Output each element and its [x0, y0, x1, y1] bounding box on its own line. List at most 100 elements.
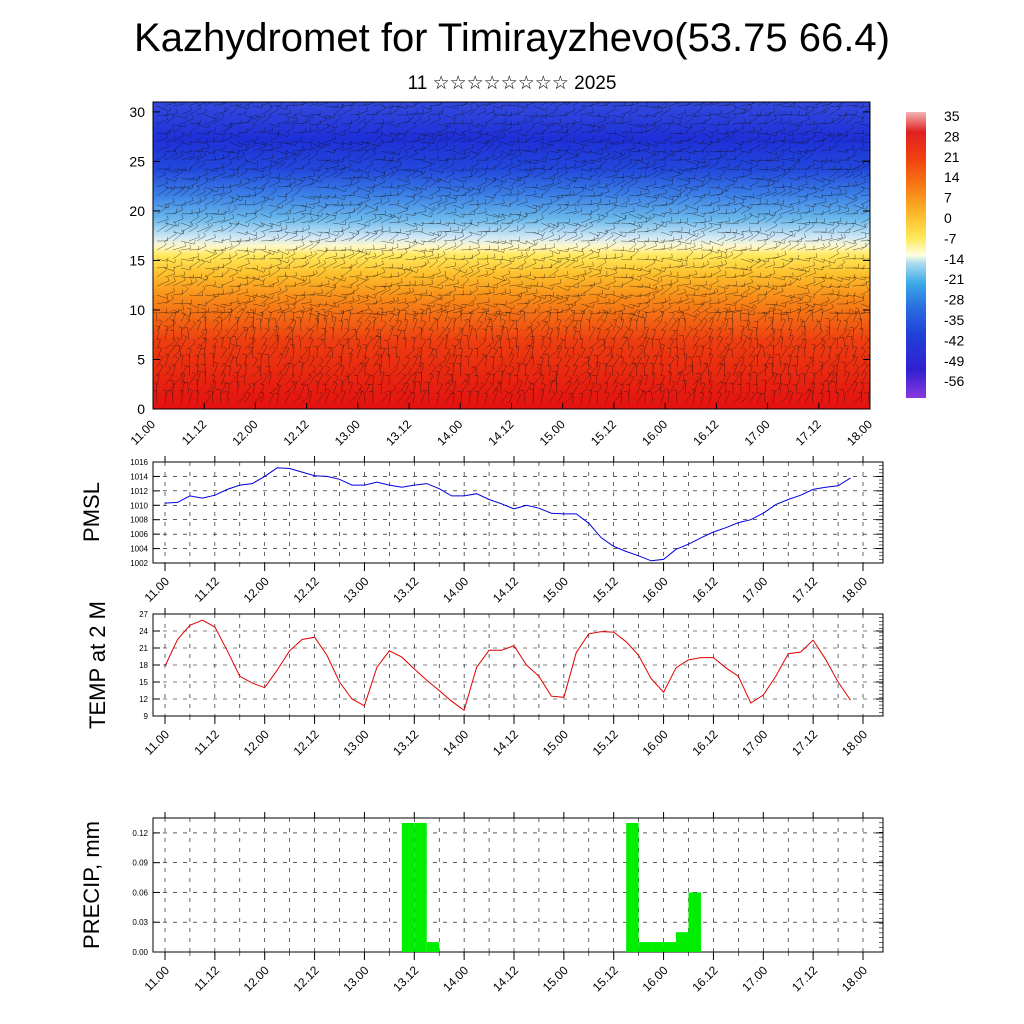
temp-x-tick-label: 17.12	[789, 727, 820, 758]
precip-bar	[676, 932, 689, 952]
pmsl-x-tick-label: 14.12	[490, 574, 521, 605]
pmsl-x-tick-label: 16.00	[640, 574, 671, 605]
pmsl-x-tick-label: 11.00	[142, 574, 173, 605]
colorbar-labels: 35 28 21 14 7 0 -7 -14 -21 -28 -35 -42 -49 -56	[944, 108, 964, 389]
heatmap-y-tick-label: 15	[129, 252, 145, 268]
precip-x-tick-label: 17.12	[789, 963, 820, 994]
temp-x-tick-label: 18.00	[839, 727, 870, 758]
heatmap-field	[153, 102, 870, 409]
precip-bars	[401, 822, 701, 952]
colorbar-label: -35	[944, 312, 964, 328]
precip-x-tick-label: 18.00	[839, 963, 870, 994]
heatmap-x-tick-label: 15.12	[588, 417, 619, 448]
pmsl-y-tick-label: 1004	[130, 545, 148, 554]
precip-x-tick-label: 13.12	[390, 963, 421, 994]
pmsl-x-tick-label: 15.12	[590, 574, 621, 605]
heatmap-y-tick-label: 20	[129, 203, 145, 219]
pmsl-x-tick-label: 13.12	[390, 574, 421, 605]
precip-x-tick-label: 15.00	[540, 963, 571, 994]
colorbar-label: -7	[944, 230, 957, 246]
temp-x-tick-label: 12.00	[241, 727, 272, 758]
precip-x-tick-label: 13.00	[340, 963, 371, 994]
temp-x-tick-label: 14.00	[440, 727, 471, 758]
temp-x-tick-label: 15.00	[540, 727, 571, 758]
pmsl-grid	[153, 461, 883, 564]
temp-y-tick-label: 21	[139, 644, 148, 653]
pmsl-y-tick-label: 1016	[130, 458, 148, 467]
wind-barbs	[153, 102, 870, 404]
pmsl-x-tick-label: 17.12	[789, 574, 820, 605]
temp-y-tick-label: 12	[139, 695, 148, 704]
colorbar-label: 35	[944, 108, 960, 124]
pmsl-x-tick-label: 11.12	[191, 574, 222, 605]
precip-bar	[426, 942, 440, 952]
heatmap-x-tick-label: 18.00	[844, 417, 875, 448]
wind-barb-field	[153, 102, 870, 404]
precip-y-axis: 0.00 0.03 0.06 0.09 0.12	[132, 817, 883, 957]
temp-y-tick-label: 15	[139, 678, 148, 687]
precip-y-tick-label: 0.00	[132, 948, 148, 957]
temp-y-axis: 9 12 15 18 21 24 27	[139, 610, 883, 721]
temperature-cross-section: 0 5 10 15 20 25 30 11.00 11.12 12.00 12.12 13.00 13…	[128, 101, 875, 448]
heatmap-y-tick-label: 25	[129, 153, 145, 169]
precip-x-tick-label: 14.00	[440, 963, 471, 994]
temp-x-tick-label: 17.00	[739, 727, 770, 758]
pmsl-y-tick-label: 1010	[130, 501, 148, 510]
colorbar: 35 28 21 14 7 0 -7 -14 -21 -28 -35 -42 -49 -56	[906, 108, 964, 398]
precip-x-axis: 11.00 11.12 12.00 12.12 13.00 13.12 14.00 14.12…	[142, 812, 870, 994]
pmsl-x-tick-label: 14.00	[440, 574, 471, 605]
precip-x-tick-label: 11.12	[191, 963, 222, 994]
pmsl-x-tick-label: 13.00	[340, 574, 371, 605]
pmsl-y-tick-label: 1002	[130, 559, 148, 568]
pmsl-y-tick-label: 1012	[130, 487, 148, 496]
colorbar-label: -28	[944, 292, 964, 308]
pmsl-y-tick-label: 1008	[130, 516, 148, 525]
heatmap-x-tick-label: 12.00	[229, 417, 260, 448]
temp-y-tick-label: 9	[144, 712, 149, 721]
precip-x-tick-label: 14.12	[490, 963, 521, 994]
pmsl-y-tick-label: 1006	[130, 530, 148, 539]
heatmap-x-axis: 11.00 11.12 12.00 12.12 13.00 13.12 14.00 14.12…	[128, 403, 875, 448]
precip-bar	[626, 822, 639, 952]
temp-x-tick-label: 15.12	[590, 727, 621, 758]
temp-x-tick-label: 12.12	[291, 727, 322, 758]
precip-chart: 0.00 0.03 0.06 0.09 0.12 11.00 11.12 12.00 12.1…	[79, 812, 884, 994]
precip-x-tick-label: 15.12	[590, 963, 621, 994]
colorbar-label: 14	[944, 169, 960, 185]
pmsl-x-tick-label: 12.00	[241, 574, 272, 605]
temp-x-tick-label: 16.12	[689, 727, 720, 758]
precip-x-tick-label: 12.12	[291, 963, 322, 994]
temp-y-axis-label: TEMP at 2 M	[85, 601, 110, 729]
temp-y-tick-label: 24	[139, 627, 148, 636]
precip-frame	[152, 817, 884, 953]
colorbar-label: -21	[944, 271, 964, 287]
heatmap-y-tick-label: 5	[137, 351, 145, 367]
heatmap-x-tick-label: 14.12	[485, 417, 516, 448]
colorbar-label: -42	[944, 332, 964, 348]
pmsl-x-tick-label: 17.00	[739, 574, 770, 605]
pmsl-x-axis: 11.00 11.12 12.00 12.12 13.00 13.12 14.00 14.12…	[142, 456, 870, 605]
pmsl-y-axis: 1002 1004 1006 1008 1010 1012 1014 1016	[130, 458, 883, 568]
heatmap-x-tick-label: 11.12	[179, 417, 210, 448]
temp-x-tick-label: 13.00	[340, 727, 371, 758]
temp-y-tick-label: 18	[139, 661, 148, 670]
heatmap-x-tick-label: 16.12	[690, 417, 721, 448]
pmsl-x-tick-label: 18.00	[839, 574, 870, 605]
colorbar-scale	[906, 112, 926, 398]
colorbar-label: -49	[944, 353, 964, 369]
colorbar-label: 0	[944, 210, 952, 226]
heatmap-x-tick-label: 13.12	[383, 417, 414, 448]
precip-x-tick-label: 12.00	[241, 963, 272, 994]
precip-bar	[401, 822, 415, 952]
pmsl-x-tick-label: 12.12	[291, 574, 322, 605]
temp-grid	[153, 613, 883, 717]
temp-x-axis: 11.00 11.12 12.00 12.12 13.00 13.12 14.00 14.12…	[142, 608, 870, 758]
precip-x-tick-label: 16.12	[689, 963, 720, 994]
precip-y-axis-label: PRECIP, mm	[79, 821, 104, 949]
colorbar-label: 28	[944, 128, 960, 144]
temp-x-tick-label: 16.00	[640, 727, 671, 758]
precip-bar	[638, 942, 652, 952]
